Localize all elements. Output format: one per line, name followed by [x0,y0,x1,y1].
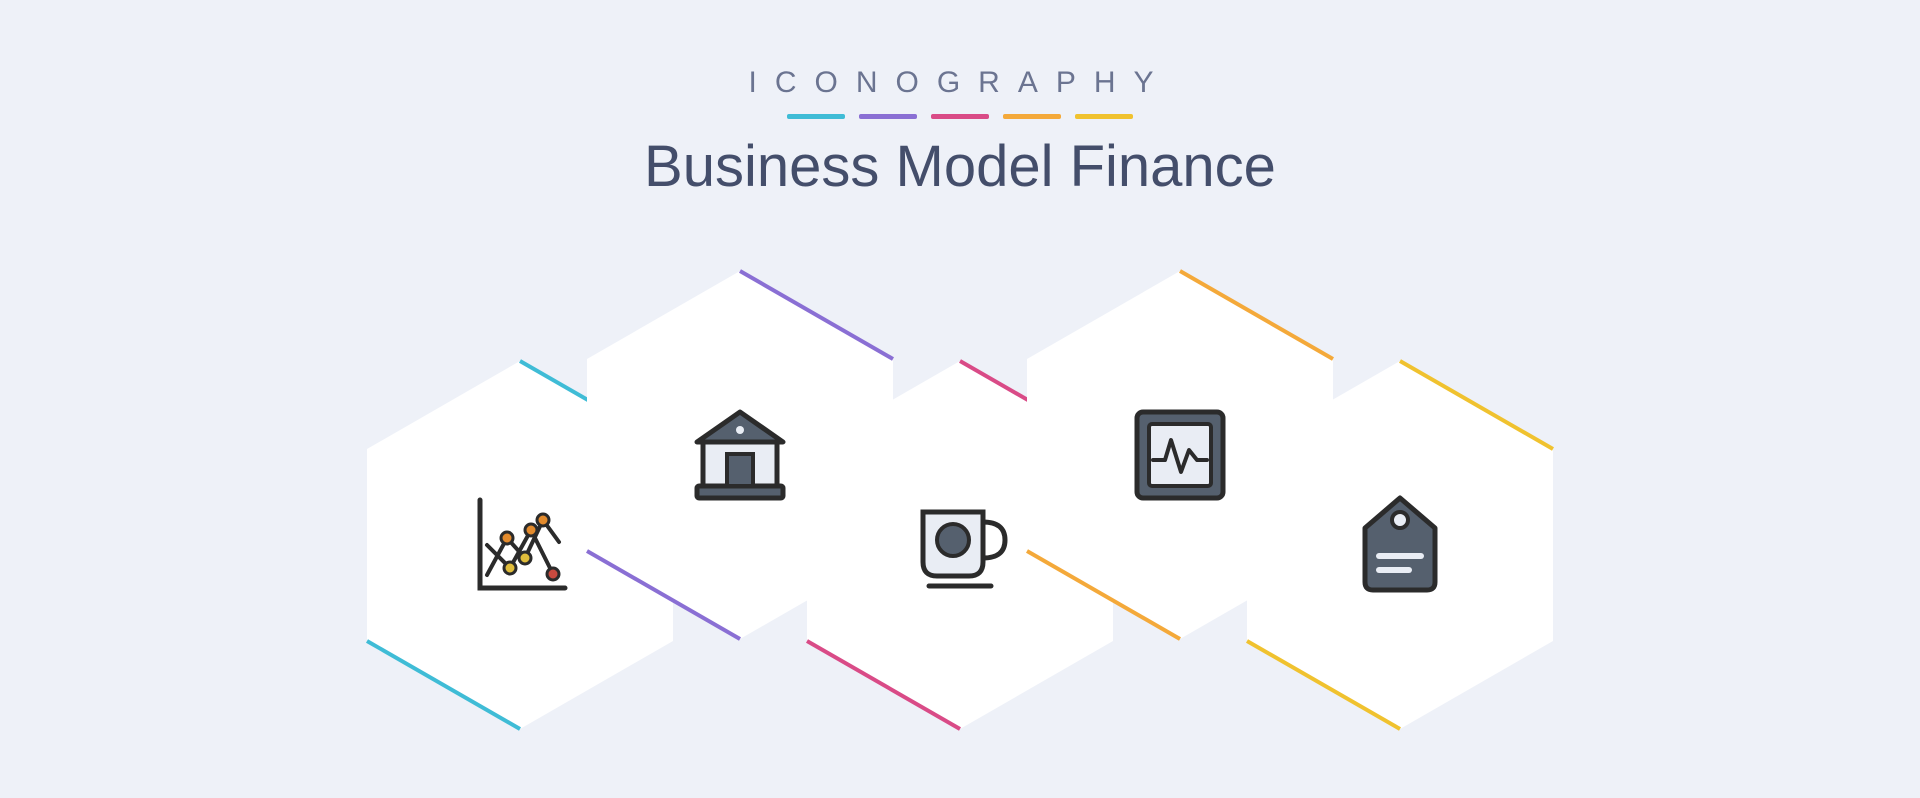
header: ICONOGRAPHY Business Model Finance [0,66,1920,200]
brand-underline [0,114,1920,119]
pulse-monitor-icon [1105,380,1255,530]
underline-seg [1075,114,1133,119]
coffee-cup-icon [885,470,1035,620]
page-title: Business Model Finance [0,133,1920,200]
line-chart-icon [445,470,595,620]
underline-seg [931,114,989,119]
underline-seg [1003,114,1061,119]
price-tag-icon [1325,470,1475,620]
hex-card-tag [1235,355,1565,735]
bank-icon [665,380,815,530]
underline-seg [787,114,845,119]
underline-seg [859,114,917,119]
hexagon-row [0,285,1920,715]
brand-label: ICONOGRAPHY [0,66,1920,100]
